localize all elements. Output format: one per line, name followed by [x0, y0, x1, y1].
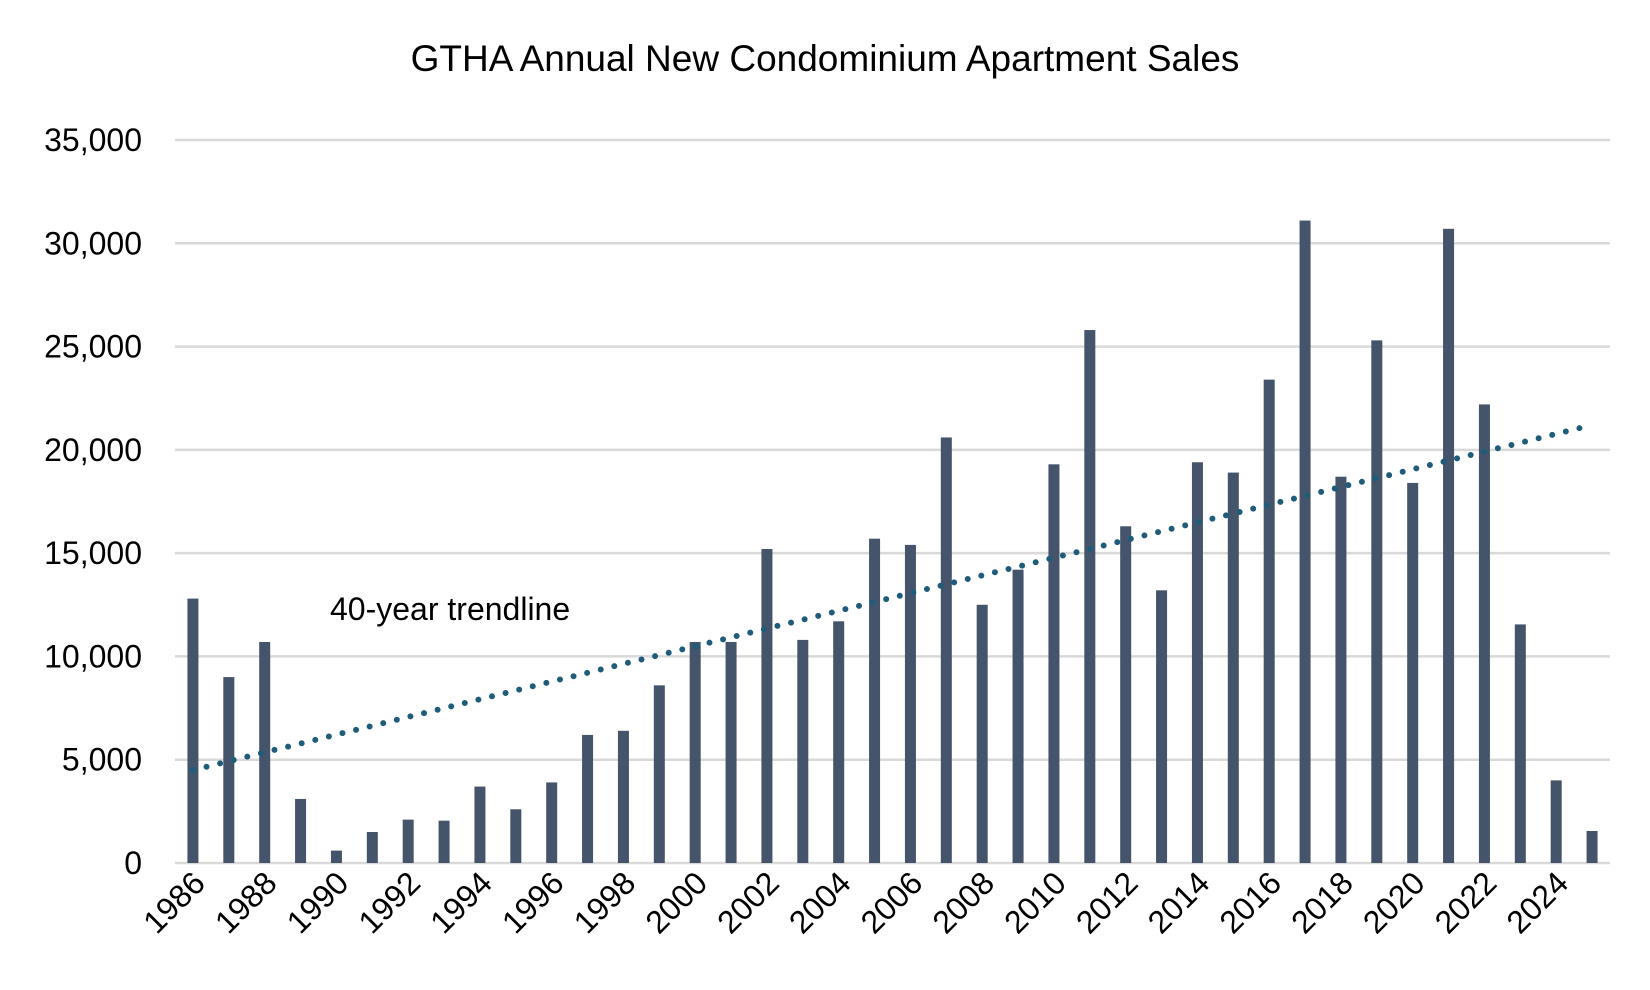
x-tick-label: 1994 — [423, 864, 499, 940]
x-tick-label: 2000 — [638, 864, 714, 940]
x-tick-label: 2002 — [710, 864, 786, 940]
bar-2018 — [1335, 476, 1347, 863]
x-tick-label: 1996 — [495, 864, 571, 940]
bar-1988 — [259, 641, 271, 863]
bar-1996 — [546, 782, 558, 863]
bar-2000 — [689, 641, 701, 863]
y-axis-ticks: 0 5,000 10,000 15,000 20,000 25,000 30,000 35,0… — [44, 122, 142, 881]
y-tick-label: 5,000 — [62, 742, 142, 778]
chart-title: GTHA Annual New Condominium Apartment Sa… — [410, 38, 1240, 79]
bar-2007 — [940, 437, 952, 863]
bar-2025 — [1586, 830, 1598, 863]
x-tick-label: 1998 — [567, 864, 643, 940]
bar-1989 — [295, 798, 307, 863]
x-tick-label: 1990 — [280, 864, 356, 940]
bar-2021 — [1443, 228, 1455, 864]
bar-2009 — [1012, 569, 1024, 863]
bar-1997 — [582, 734, 594, 863]
bar-2016 — [1263, 379, 1275, 863]
y-tick-label: 30,000 — [44, 225, 142, 261]
trendline-dotted — [189, 422, 1596, 774]
bar-2011 — [1084, 330, 1096, 863]
bar-2005 — [869, 538, 881, 863]
x-tick-label: 2006 — [854, 864, 930, 940]
x-tick-label: 2008 — [925, 864, 1001, 940]
bar-1987 — [223, 677, 235, 863]
x-tick-label: 1992 — [351, 864, 427, 940]
y-tick-label: 15,000 — [44, 535, 142, 571]
bar-1998 — [617, 730, 629, 863]
y-tick-label: 0 — [124, 845, 142, 881]
y-tick-label: 35,000 — [44, 122, 142, 158]
bar-1999 — [653, 685, 665, 863]
trendline-label: 40-year trendline — [330, 591, 570, 627]
x-tick-label: 2016 — [1212, 864, 1288, 940]
x-tick-label: 1988 — [208, 864, 284, 940]
bar-2017 — [1299, 220, 1311, 863]
bar-1992 — [402, 819, 414, 863]
bar-1986 — [187, 598, 199, 863]
x-tick-label: 2010 — [997, 864, 1073, 940]
bar-1991 — [366, 832, 378, 863]
bar-2002 — [761, 549, 773, 863]
y-tick-label: 25,000 — [44, 329, 142, 365]
bar-1994 — [474, 786, 486, 863]
bars — [187, 220, 1598, 864]
x-axis-ticks: 1986198819901992199419961998200020022004… — [136, 864, 1575, 940]
y-tick-label: 10,000 — [44, 638, 142, 674]
bar-2001 — [725, 641, 737, 863]
x-tick-label: 2022 — [1428, 864, 1504, 940]
x-tick-label: 2024 — [1499, 864, 1575, 940]
bar-2024 — [1550, 780, 1562, 863]
x-tick-label: 2012 — [1069, 864, 1145, 940]
bar-2023 — [1514, 624, 1526, 863]
bar-2010 — [1048, 464, 1060, 863]
x-tick-label: 2004 — [782, 864, 858, 940]
bar-1993 — [438, 820, 450, 863]
bar-2006 — [904, 544, 916, 863]
trendline — [189, 422, 1596, 774]
x-tick-label: 1986 — [136, 864, 212, 940]
bar-2004 — [833, 621, 845, 863]
bar-2013 — [1156, 590, 1168, 863]
bar-2019 — [1371, 340, 1383, 864]
y-tick-label: 20,000 — [44, 432, 142, 468]
bar-1990 — [330, 850, 342, 863]
bar-1995 — [510, 809, 522, 863]
x-tick-label: 2020 — [1356, 864, 1432, 940]
gridlines — [175, 138, 1610, 865]
bar-2020 — [1407, 482, 1419, 863]
bar-2014 — [1191, 462, 1203, 863]
bar-2008 — [976, 604, 988, 863]
bar-2003 — [797, 639, 809, 863]
bar-2022 — [1478, 404, 1490, 863]
bar-2012 — [1120, 526, 1132, 863]
x-tick-label: 2014 — [1141, 864, 1217, 940]
bar-2015 — [1227, 472, 1239, 863]
x-tick-label: 2018 — [1284, 864, 1360, 940]
